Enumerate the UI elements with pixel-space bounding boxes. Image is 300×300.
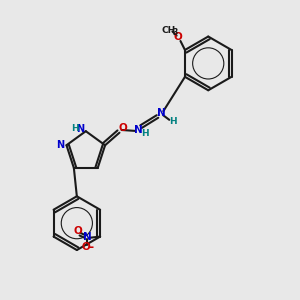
Text: O: O xyxy=(81,242,90,252)
Text: 3: 3 xyxy=(173,28,178,38)
Text: CH: CH xyxy=(161,26,176,35)
Text: O: O xyxy=(74,226,83,236)
Text: N: N xyxy=(82,232,91,242)
Text: N: N xyxy=(134,125,143,135)
Text: O: O xyxy=(174,32,182,42)
Text: H: H xyxy=(169,117,177,126)
Text: -: - xyxy=(88,241,94,254)
Text: N: N xyxy=(56,140,64,150)
Text: H: H xyxy=(70,124,78,133)
Text: N: N xyxy=(76,124,85,134)
Text: H: H xyxy=(141,129,148,138)
Text: N: N xyxy=(157,108,165,118)
Text: O: O xyxy=(119,123,128,133)
